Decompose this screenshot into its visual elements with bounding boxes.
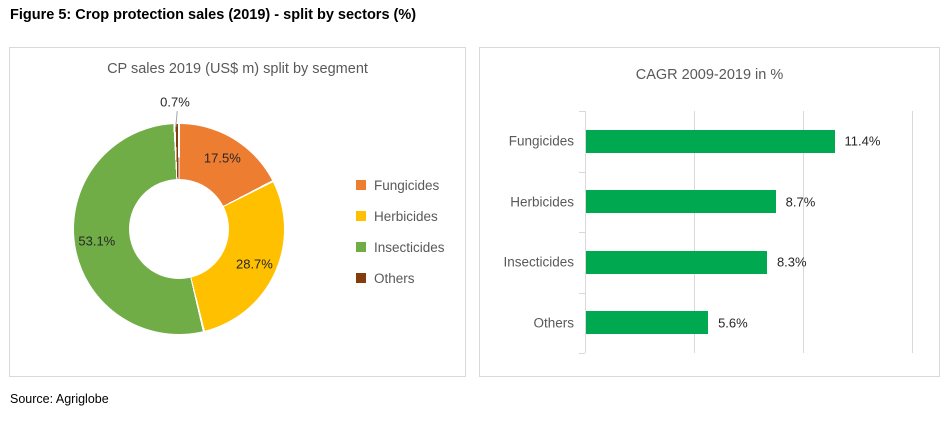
donut-chart-panel: CP sales 2019 (US$ m) split by segment 0… (9, 47, 466, 377)
legend-swatch-icon (356, 211, 366, 221)
figure-title: Figure 5: Crop protection sales (2019) -… (10, 7, 417, 23)
category-label-insecticides: Insecticides (503, 254, 574, 270)
legend-swatch-icon (356, 242, 366, 252)
legend-label: Fungicides (374, 177, 440, 193)
axis-tick (579, 111, 585, 112)
legend-label: Others (374, 270, 415, 286)
bar-herbicides (586, 190, 776, 214)
donut-chart-title: CP sales 2019 (US$ m) split by segment (107, 61, 368, 77)
legend: Fungicides Herbicides Insecticides Others (356, 176, 445, 300)
axis-tick (579, 353, 585, 354)
donut-label-insecticides: 53.1% (78, 233, 116, 249)
legend-item-insecticides: Insecticides (356, 238, 445, 256)
axis-tick (579, 292, 585, 294)
gridline-5 (694, 111, 695, 353)
bar-chart-panel: CAGR 2009-2019 in % Fungicides 11.4% Herbi… (479, 47, 940, 377)
donut-label-herbicides: 28.7% (235, 256, 273, 272)
y-axis-line (585, 111, 586, 353)
legend-item-herbicides: Herbicides (356, 207, 445, 225)
category-label-herbicides: Herbicides (510, 194, 574, 210)
bar-insecticides (586, 250, 767, 274)
axis-tick (579, 232, 585, 233)
bar-plot-area: Fungicides 11.4% Herbicides 8.7% Insecticide… (503, 111, 913, 354)
gridline-15 (912, 111, 913, 353)
donut-label-others: 0.7% (160, 94, 190, 110)
legend-swatch-icon (356, 180, 366, 190)
bar-fungicides (586, 129, 835, 153)
legend-item-others: Others (356, 269, 445, 287)
legend-label: Herbicides (374, 208, 438, 224)
donut-label-fungicides: 17.5% (203, 150, 241, 166)
donut-chart: 0.7% 17.5% 28.7% 53.1% (74, 95, 284, 334)
legend-label: Insecticides (374, 239, 445, 255)
bar-value-fungicides: 11.4% (844, 133, 881, 149)
category-label-fungicides: Fungicides (508, 133, 574, 149)
legend-swatch-icon (356, 273, 366, 283)
bar-others (586, 311, 709, 335)
axis-tick (579, 171, 585, 173)
category-label-others: Others (533, 315, 574, 331)
bar-value-others: 5.6% (718, 315, 748, 331)
donut-hole (129, 179, 229, 279)
bar-value-herbicides: 8.7% (785, 194, 816, 210)
bar-chart-title: CAGR 2009-2019 in % (635, 67, 784, 83)
legend-item-fungicides: Fungicides (356, 176, 445, 194)
bar-value-insecticides: 8.3% (776, 254, 807, 270)
gridline-10 (803, 111, 804, 353)
source-note: Source: Agriglobe (10, 392, 109, 406)
